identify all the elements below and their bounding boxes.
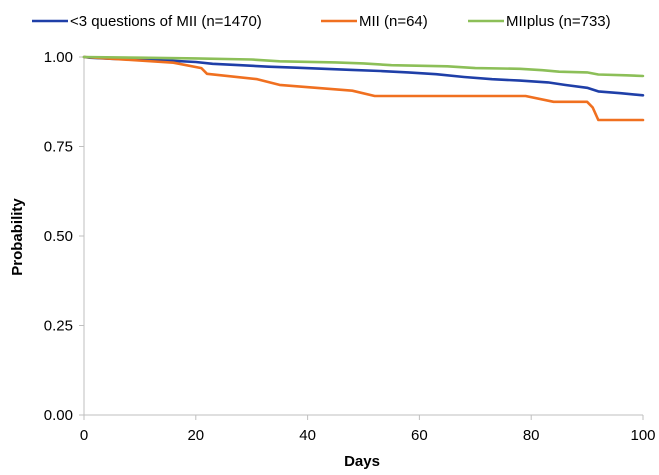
series-line-1 [82, 55, 645, 97]
y-tick-label: 0.50 [44, 228, 73, 245]
x-tick-label: 80 [523, 427, 540, 444]
series-line-3 [82, 55, 645, 78]
y-tick-label: 0.00 [44, 407, 73, 424]
legend: <3 questions of MII (n=1470) MII (n=64) MI… [32, 13, 611, 30]
x-tick-label: 40 [299, 427, 316, 444]
legend-label-2: MII (n=64) [359, 13, 428, 30]
legend-label-3: MIIplus (n=733) [506, 13, 611, 30]
x-tick-label: 100 [630, 427, 655, 444]
y-axis-title: Probability [9, 198, 26, 276]
x-tick-label: 60 [411, 427, 428, 444]
x-tick-label: 20 [187, 427, 204, 444]
y-tick-label: 1.00 [44, 49, 73, 66]
legend-label-1: <3 questions of MII (n=1470) [70, 13, 262, 30]
y-tick-label: 0.25 [44, 318, 73, 335]
series-line-2 [82, 55, 645, 122]
x-tick-label: 0 [80, 427, 88, 444]
y-tick-label: 0.75 [44, 139, 73, 156]
axes: 0.00 0.25 0.50 0.75 1.00 0 20 40 60 80 100 [44, 49, 656, 444]
series-group [82, 55, 645, 122]
x-axis-title: Days [344, 453, 380, 470]
